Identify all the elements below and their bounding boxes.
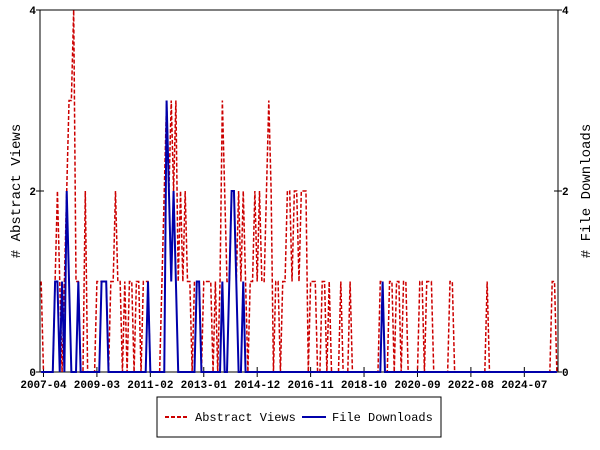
x-tick-label: 2009-03 bbox=[74, 380, 121, 392]
x-tick-label: 2013-01 bbox=[181, 380, 228, 392]
legend-label: Abstract Views bbox=[195, 411, 296, 425]
plot-frame bbox=[39, 9, 559, 373]
series-line bbox=[40, 9, 558, 373]
x-tick-label: 2014-12 bbox=[234, 380, 280, 392]
series-line bbox=[41, 100, 557, 373]
x-tick-label: 2022-08 bbox=[448, 380, 495, 392]
y2-tick-label: 0 bbox=[562, 368, 569, 380]
x-tick-label: 2007-04 bbox=[20, 380, 67, 392]
y2-axis-title: # File Downloads bbox=[579, 124, 595, 258]
y-tick-label: 4 bbox=[29, 6, 36, 18]
x-tick-label: 2018-10 bbox=[341, 380, 387, 392]
y-tick-label: 2 bbox=[29, 187, 36, 199]
x-tick-label: 2011-02 bbox=[127, 380, 173, 392]
legend-label: File Downloads bbox=[332, 411, 433, 425]
y-axis-title: # Abstract Views bbox=[9, 124, 25, 258]
y-tick-label: 0 bbox=[29, 368, 36, 380]
y2-tick-label: 2 bbox=[562, 187, 569, 199]
x-tick-label: 2020-09 bbox=[394, 380, 440, 392]
legend bbox=[156, 396, 442, 438]
y2-tick-label: 4 bbox=[562, 6, 569, 18]
x-tick-label: 2016-11 bbox=[288, 380, 335, 392]
x-tick-label: 2024-07 bbox=[501, 380, 547, 392]
